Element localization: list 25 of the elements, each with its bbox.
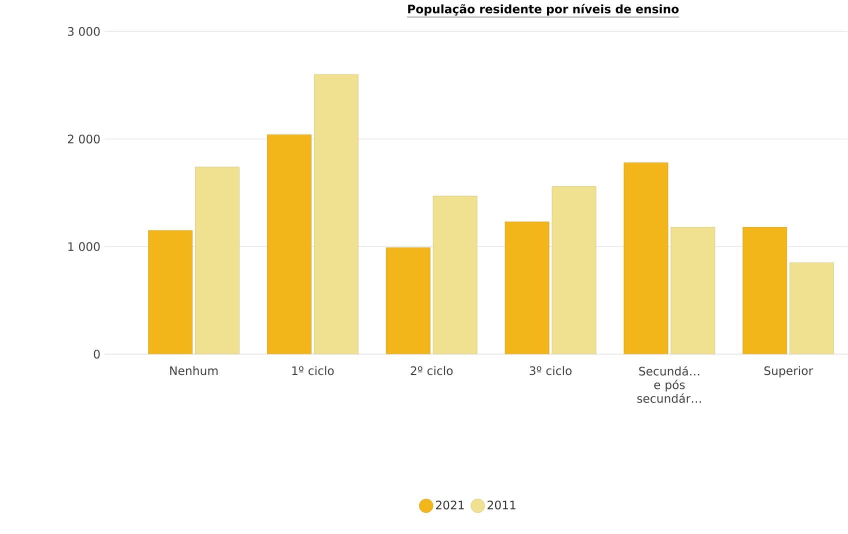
y-tick-label: 1 000 bbox=[68, 242, 100, 252]
bar bbox=[670, 227, 716, 354]
y-tick-label: 2 000 bbox=[68, 134, 100, 144]
x-tick-label: 2º ciclo bbox=[410, 366, 453, 376]
bar bbox=[148, 230, 193, 354]
y-tick-label: 0 bbox=[94, 350, 100, 359]
bar bbox=[267, 134, 312, 354]
bar bbox=[790, 262, 834, 354]
bar bbox=[432, 196, 478, 354]
bar bbox=[314, 74, 358, 354]
bar bbox=[624, 162, 668, 354]
legend-label: 2021 bbox=[436, 500, 464, 510]
y-tick-label: 3 000 bbox=[68, 27, 100, 36]
bar bbox=[742, 227, 788, 354]
bar bbox=[195, 166, 240, 354]
chart-title: População residente por níveis de ensino bbox=[408, 4, 679, 16]
x-tick-label: Superior bbox=[764, 366, 814, 378]
x-tick-label: 1º ciclo bbox=[292, 366, 334, 376]
legend-label: 2011 bbox=[488, 500, 516, 510]
x-tick-label: 3º ciclo bbox=[530, 366, 572, 376]
x-tick-label: Nenhum bbox=[170, 366, 218, 376]
bar bbox=[552, 186, 596, 354]
x-tick-label: Secundá… e pós secundár… bbox=[637, 366, 701, 403]
bar bbox=[386, 248, 430, 354]
bar bbox=[504, 222, 550, 354]
